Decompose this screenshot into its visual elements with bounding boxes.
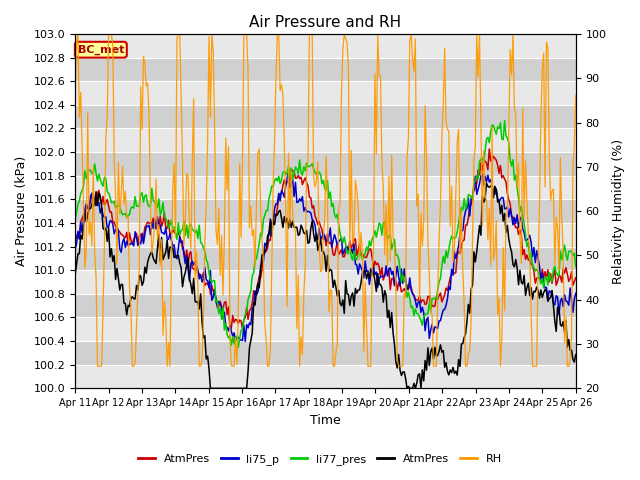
Bar <box>75 199 576 223</box>
Bar <box>75 105 576 129</box>
Y-axis label: Air Pressure (kPa): Air Pressure (kPa) <box>15 156 28 266</box>
Bar <box>75 34 576 58</box>
Text: BC_met: BC_met <box>77 45 124 55</box>
Bar <box>75 270 576 294</box>
Y-axis label: Relativity Humidity (%): Relativity Humidity (%) <box>612 139 625 284</box>
Bar <box>75 152 576 176</box>
Legend: AtmPres, li75_p, li77_pres, AtmPres, RH: AtmPres, li75_p, li77_pres, AtmPres, RH <box>134 450 506 469</box>
Bar <box>75 58 576 81</box>
Bar <box>75 247 576 270</box>
Bar <box>75 341 576 365</box>
Bar <box>75 129 576 152</box>
Bar <box>75 176 576 199</box>
Title: Air Pressure and RH: Air Pressure and RH <box>250 15 401 30</box>
Bar <box>75 365 576 388</box>
Bar <box>75 81 576 105</box>
X-axis label: Time: Time <box>310 414 341 427</box>
Bar <box>75 294 576 317</box>
Bar <box>75 223 576 247</box>
Bar <box>75 317 576 341</box>
